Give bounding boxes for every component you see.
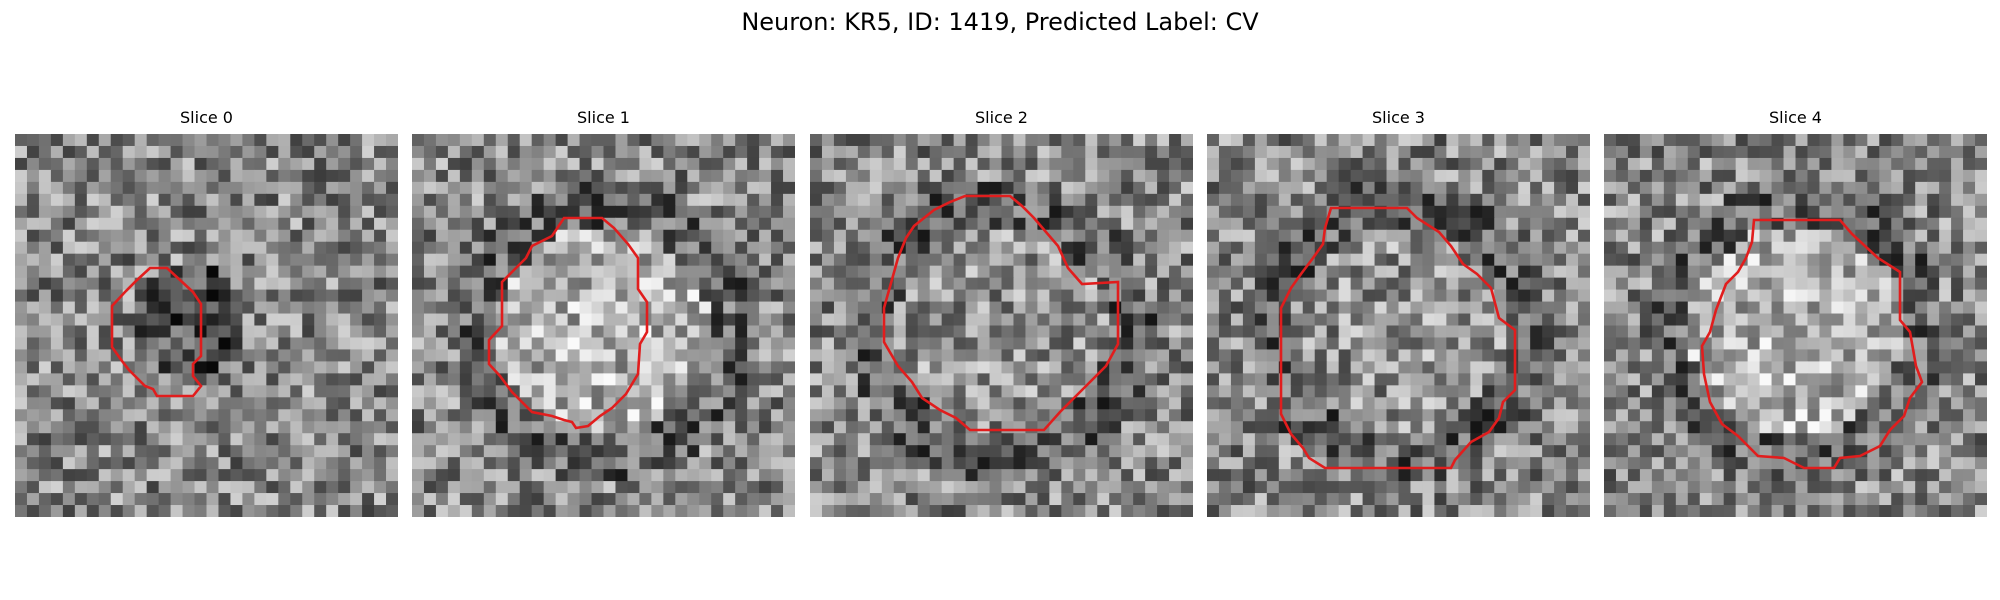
slice-title: Slice 1 xyxy=(577,108,630,127)
slice-panel-4: Slice 4 xyxy=(1604,108,1987,518)
roi-contour xyxy=(1279,206,1517,470)
pixel-grid xyxy=(412,134,795,517)
pixel-grid xyxy=(810,134,1193,517)
figure-title: Neuron: KR5, ID: 1419, Predicted Label: … xyxy=(741,8,1259,36)
slice-image xyxy=(412,134,795,517)
slice-panel-2: Slice 2 xyxy=(810,108,1193,518)
slice-image xyxy=(810,134,1193,517)
roi-contour xyxy=(110,266,203,398)
slice-image xyxy=(1604,134,1987,517)
pixel-grid xyxy=(15,134,398,517)
slice-title: Slice 2 xyxy=(975,108,1028,127)
slice-panel-1: Slice 1 xyxy=(412,108,795,518)
pixel-grid xyxy=(1604,134,1987,517)
roi-contour xyxy=(1700,218,1924,470)
slice-image xyxy=(1207,134,1590,517)
slice-panel-0: Slice 0 xyxy=(15,108,398,518)
slice-panel-3: Slice 3 xyxy=(1207,108,1590,518)
pixel-grid xyxy=(1207,134,1590,517)
slice-image xyxy=(15,134,398,517)
slice-title: Slice 0 xyxy=(180,108,233,127)
slice-title: Slice 4 xyxy=(1769,108,1822,127)
roi-contour xyxy=(882,194,1120,432)
slice-title: Slice 3 xyxy=(1372,108,1425,127)
roi-contour xyxy=(487,216,649,430)
